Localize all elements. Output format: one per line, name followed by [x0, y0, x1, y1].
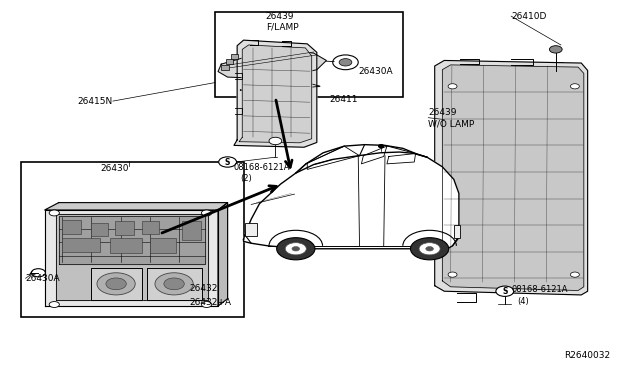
- Circle shape: [410, 238, 449, 260]
- Polygon shape: [218, 49, 326, 79]
- Bar: [91, 223, 108, 236]
- Circle shape: [333, 55, 358, 70]
- Text: 26410D: 26410D: [511, 12, 547, 21]
- Bar: [182, 221, 202, 240]
- Bar: [231, 54, 239, 59]
- Text: (2): (2): [241, 174, 252, 183]
- Text: F/LAMP: F/LAMP: [266, 23, 298, 32]
- Text: 08168-6121A: 08168-6121A: [234, 163, 291, 172]
- Polygon shape: [234, 40, 317, 147]
- Text: 26439: 26439: [428, 108, 457, 117]
- Circle shape: [448, 84, 457, 89]
- Bar: [246, 223, 257, 236]
- Polygon shape: [435, 61, 588, 295]
- Circle shape: [202, 302, 212, 308]
- Circle shape: [549, 46, 562, 53]
- Circle shape: [31, 269, 45, 277]
- Bar: [62, 238, 100, 253]
- Bar: [454, 225, 460, 238]
- Bar: [109, 238, 141, 253]
- Circle shape: [219, 157, 237, 167]
- Polygon shape: [59, 215, 205, 263]
- Circle shape: [570, 84, 579, 89]
- Circle shape: [276, 238, 315, 260]
- Bar: [221, 65, 229, 70]
- Bar: [115, 221, 134, 235]
- Text: 26411: 26411: [330, 95, 358, 104]
- Text: S: S: [225, 157, 230, 167]
- Bar: [226, 60, 234, 64]
- Polygon shape: [442, 65, 584, 291]
- Polygon shape: [91, 268, 141, 300]
- Polygon shape: [45, 210, 218, 306]
- Polygon shape: [218, 203, 228, 306]
- Polygon shape: [241, 83, 320, 93]
- Circle shape: [570, 272, 579, 277]
- Circle shape: [426, 247, 433, 251]
- Text: 26432+A: 26432+A: [189, 298, 232, 307]
- Text: 08168-6121A: 08168-6121A: [511, 285, 568, 294]
- Circle shape: [496, 286, 514, 296]
- Circle shape: [448, 272, 457, 277]
- Circle shape: [269, 137, 282, 145]
- Text: R2640032: R2640032: [564, 351, 611, 360]
- Circle shape: [419, 243, 440, 255]
- Text: 26430: 26430: [100, 164, 129, 173]
- Text: 26439: 26439: [266, 12, 294, 21]
- Text: 26430A: 26430A: [358, 67, 393, 76]
- Circle shape: [292, 247, 300, 251]
- Circle shape: [155, 273, 193, 295]
- Polygon shape: [244, 152, 459, 249]
- Bar: [141, 221, 159, 234]
- Bar: [215, 13, 403, 97]
- Circle shape: [339, 59, 352, 66]
- Polygon shape: [56, 214, 209, 301]
- Circle shape: [164, 278, 184, 290]
- Polygon shape: [45, 203, 228, 210]
- Polygon shape: [239, 45, 312, 143]
- Text: (4): (4): [518, 297, 529, 306]
- Bar: [150, 238, 176, 253]
- Circle shape: [106, 278, 126, 290]
- Circle shape: [97, 273, 135, 295]
- Text: S: S: [502, 287, 508, 296]
- Bar: [20, 162, 244, 317]
- Text: W/O LAMP: W/O LAMP: [428, 119, 475, 128]
- Polygon shape: [147, 268, 202, 300]
- Text: 26432: 26432: [189, 284, 218, 293]
- Text: 26430A: 26430A: [26, 274, 60, 283]
- Circle shape: [49, 210, 60, 216]
- Circle shape: [49, 302, 60, 308]
- Circle shape: [379, 145, 384, 148]
- Circle shape: [202, 210, 212, 216]
- Circle shape: [285, 243, 307, 255]
- Bar: [62, 220, 81, 234]
- Text: 26415N: 26415N: [77, 97, 113, 106]
